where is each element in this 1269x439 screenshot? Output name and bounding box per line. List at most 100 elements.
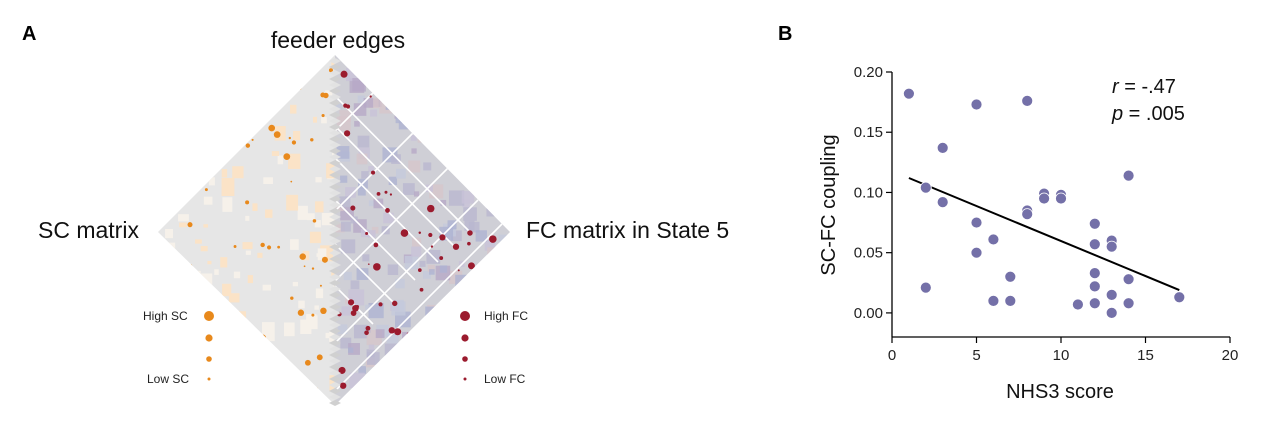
fc-patch	[368, 230, 376, 238]
fc-patch	[352, 78, 366, 92]
fc-patch	[468, 330, 480, 341]
fc-patch	[464, 220, 475, 231]
feeder-edge-cell	[329, 328, 341, 334]
fc-patch	[479, 332, 493, 347]
x-axis-label: NHS3 score	[1006, 381, 1114, 403]
feeder-edge-cell	[329, 304, 341, 310]
fc-patch	[368, 166, 374, 172]
sc-dot	[242, 389, 249, 397]
sc-dot	[310, 138, 314, 142]
fc-patch	[483, 103, 491, 111]
fc-dot	[418, 358, 423, 363]
fc-patch	[508, 344, 510, 354]
sc-patch	[226, 90, 236, 99]
y-tick-label: 0.00	[854, 305, 883, 322]
fc-dot	[445, 67, 449, 71]
fc-dot	[364, 330, 369, 336]
fc-patch	[335, 223, 345, 233]
sc-dot	[323, 92, 329, 99]
fc-patch	[340, 221, 351, 232]
sc-patch	[263, 177, 273, 185]
fc-patch	[492, 108, 504, 119]
fc-dot	[388, 327, 396, 334]
fc-patch	[385, 95, 401, 110]
fc-patch	[434, 65, 444, 75]
scatter-point	[1088, 267, 1101, 280]
fc-dot	[399, 103, 403, 108]
fc-patch	[336, 146, 350, 159]
sc-matrix-label: SC matrix	[38, 217, 139, 243]
sc-dot	[297, 309, 305, 316]
fc-patch	[480, 392, 488, 400]
sc-patch	[300, 319, 312, 334]
scatter-point	[987, 233, 1000, 246]
fc-patch	[419, 332, 428, 342]
feeder-edge-cell	[329, 76, 341, 82]
fc-patch	[350, 280, 360, 290]
feeder-edge-cell	[329, 94, 341, 100]
fc-patch	[411, 246, 422, 257]
stat-p: p = .005	[1111, 103, 1185, 125]
sc-dot	[233, 245, 237, 248]
fc-patch	[396, 168, 406, 179]
fc-patch	[363, 98, 374, 108]
fc-patch	[471, 138, 487, 154]
fc-patch	[473, 112, 486, 125]
fc-patch	[429, 269, 435, 275]
scatter-point	[1088, 297, 1101, 310]
sc-patch	[237, 85, 250, 101]
sc-patch	[179, 222, 187, 228]
sc-patch	[238, 311, 247, 322]
sc-patch	[221, 177, 235, 197]
sc-patch	[283, 64, 290, 70]
fc-patch	[353, 324, 368, 339]
sc-patch	[252, 203, 258, 211]
fc-patch	[363, 380, 380, 397]
fc-patch	[415, 64, 431, 80]
fc-matrix	[335, 55, 510, 405]
fc-patch	[498, 234, 510, 247]
fc-patch	[341, 306, 351, 316]
fc-patch	[499, 100, 510, 116]
sc-patch	[233, 271, 241, 279]
sc-patch	[220, 257, 228, 268]
sc-patch	[181, 329, 194, 341]
sc-dot	[328, 68, 333, 73]
sc-patch	[297, 397, 303, 403]
fc-grid-line	[335, 167, 449, 282]
fc-patch	[454, 401, 463, 405]
fc-patch	[441, 358, 452, 369]
sc-patch	[248, 86, 261, 101]
fc-patch	[468, 159, 478, 169]
sc-dot	[167, 340, 174, 348]
feeder-edge-cell	[329, 136, 341, 142]
sc-dot	[201, 138, 206, 143]
fc-dot	[406, 336, 414, 345]
fc-patch	[353, 103, 367, 116]
fc-patch	[401, 77, 417, 93]
feeder-edge-cell	[329, 346, 341, 352]
sc-dot	[265, 109, 269, 113]
scatter-point	[903, 87, 915, 100]
sc-dot	[291, 140, 297, 145]
feeder-edge-cell	[329, 268, 341, 274]
feeder-edge-cell	[329, 112, 341, 118]
scatter-point	[919, 281, 932, 294]
feeder-edge-cell	[329, 118, 341, 124]
sc-patch	[211, 102, 217, 106]
fc-dot	[394, 328, 402, 336]
fc-dot	[393, 381, 401, 388]
fc-dot	[384, 190, 388, 194]
sc-patch	[313, 116, 318, 123]
x-tick-label: 5	[972, 347, 980, 364]
fc-patch	[395, 278, 405, 289]
fc-patch	[384, 95, 392, 102]
sc-patch	[278, 375, 285, 384]
fc-patch	[451, 230, 462, 242]
fc-matrix-label: FC matrix in State 5	[526, 217, 729, 243]
sc-patch	[284, 386, 294, 396]
sc-dot	[299, 253, 306, 260]
sc-dot	[312, 219, 317, 223]
fc-patch	[390, 102, 396, 108]
fc-dot	[392, 300, 398, 307]
